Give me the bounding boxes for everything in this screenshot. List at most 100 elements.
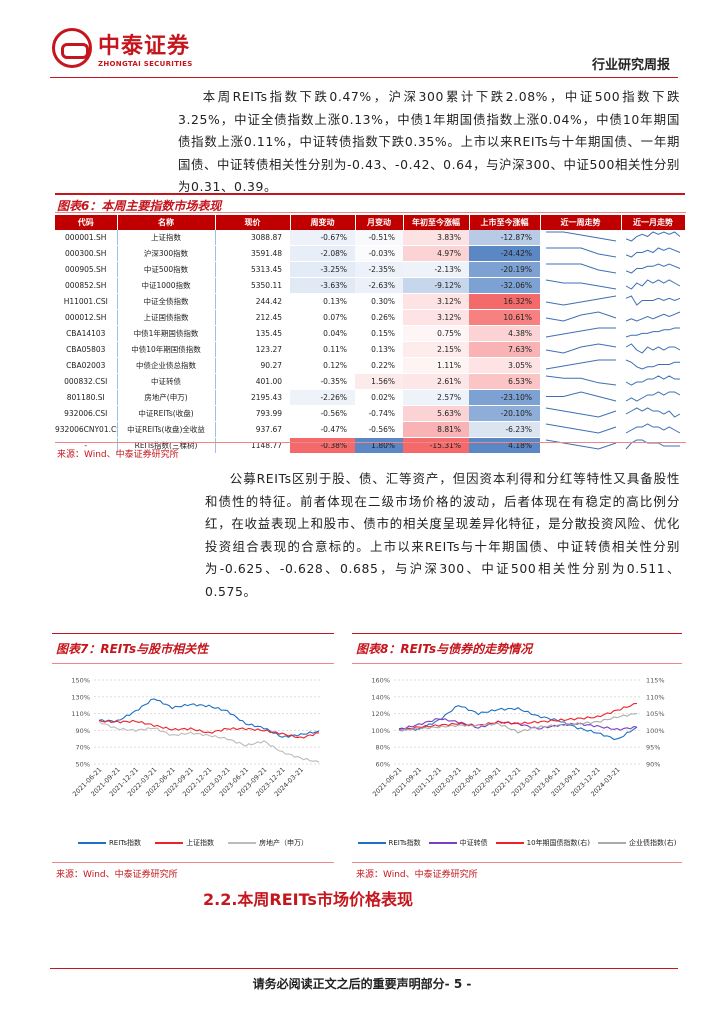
legend-label: REITs指数 — [388, 839, 421, 847]
name-cell: 房地产(申万) — [117, 389, 216, 406]
sparkline — [545, 231, 616, 242]
name-cell: 中证REITs(收盘)全收益 — [117, 421, 216, 438]
legend-swatch — [77, 842, 106, 844]
code-cell: CBA05803 — [55, 341, 118, 358]
ytd-change-cell: 4.97% — [403, 245, 469, 262]
table-row: 000832.CSI 中证转债 401.00 -0.35% 1.56% 2.61% 6.53… — [55, 373, 685, 390]
column-header: 代码 — [55, 215, 118, 230]
monthly-change-cell: -2.63% — [355, 277, 403, 294]
code-cell: 000852.SH — [55, 277, 118, 294]
monthly-change-cell: -0.03% — [355, 245, 403, 262]
monthly-trend-cell — [621, 261, 685, 278]
name-cell: REITs指数(三棵树) — [117, 437, 216, 454]
weekly-change-cell: 0.07% — [290, 309, 355, 326]
y2-tick-label: 105% — [646, 710, 665, 718]
monthly-change-cell: 1.56% — [355, 373, 403, 390]
monthly-change-cell: 0.26% — [355, 309, 403, 326]
legend-item: 房地产（申万） — [228, 838, 308, 848]
sparkline — [625, 231, 681, 242]
monthly-change-cell: 0.02% — [355, 389, 403, 406]
weekly-trend-cell — [540, 293, 621, 310]
divider — [55, 442, 686, 443]
index-performance-table: 代码 名称 现价 周变动 月变动 年初至今涨幅 上市至今涨幅 近一周走势 近一月走势 000001… — [55, 215, 686, 454]
weekly-sparkline — [545, 295, 616, 306]
ytd-change-cell: 0.75% — [403, 325, 469, 342]
divider — [55, 212, 686, 213]
logo-subtext: ZHONGTAI SECURITIES — [98, 60, 193, 68]
ytd-change-cell: -15.31% — [403, 437, 469, 454]
ytd-change-cell: -9.12% — [403, 277, 469, 294]
series-line — [398, 718, 638, 731]
monthly-change-cell: 0.15% — [355, 325, 403, 342]
sparkline — [625, 439, 680, 450]
code-cell: 000012.SH — [55, 309, 118, 326]
footer-divider — [50, 968, 678, 969]
legend-swatch — [495, 842, 524, 844]
weekly-trend-cell — [540, 277, 621, 294]
legend-label: 房地产（申万） — [259, 839, 309, 847]
weekly-trend-cell — [540, 405, 621, 422]
column-header: 周变动 — [290, 215, 356, 230]
since-listing-change-cell: -6.23% — [469, 421, 540, 438]
bond-trend-chart: 60% 80% 100% 120% 140% 160% 90% 95% 100% 105% 110%… — [371, 677, 665, 799]
weekly-sparkline — [545, 359, 616, 370]
weekly-change-cell: 0.04% — [290, 325, 355, 342]
sparkline — [625, 375, 680, 386]
table-row: 000905.SH 中证500指数 5313.45 -3.25% -2.35% -2.13… — [55, 261, 685, 278]
sparkline — [625, 279, 681, 290]
sparkline — [625, 311, 681, 322]
name-cell: 中证转债 — [117, 373, 216, 390]
price-cell: 5350.11 — [215, 277, 290, 294]
chart-legend: REITs指数 中证转债 10年期国债指数(右) 企业债指数(右) — [352, 838, 682, 848]
table-row: 801180.SI 房地产(申万) 2195.43 -2.26% 0.02% 2.57% -… — [55, 389, 685, 406]
table-row: 000300.SH 沪深300指数 3591.48 -2.08% -0.03% 4.97%… — [55, 245, 685, 262]
monthly-trend-cell — [621, 373, 685, 390]
weekly-trend-cell — [540, 421, 621, 438]
series-line — [398, 702, 638, 732]
figure-8-source: 来源：Wind、中泰证券研究所 — [356, 870, 478, 880]
since-listing-change-cell: -20.19% — [469, 261, 540, 278]
y2-tick-label: 110% — [646, 693, 665, 701]
since-listing-change-cell: 6.53% — [469, 373, 540, 390]
monthly-trend-cell — [621, 230, 685, 246]
monthly-trend-cell — [621, 277, 685, 294]
monthly-sparkline — [625, 343, 681, 354]
y-tick-label: 130% — [71, 693, 90, 701]
code-cell: 000300.SH — [55, 245, 118, 262]
code-cell: CBA02003 — [55, 357, 118, 374]
price-cell: 3088.87 — [215, 230, 290, 246]
since-listing-change-cell: -12.87% — [469, 230, 540, 246]
sparkline — [625, 391, 681, 402]
header-divider — [50, 77, 678, 78]
sparkline — [625, 407, 681, 418]
monthly-change-cell: 0.22% — [355, 357, 403, 374]
weekly-sparkline — [545, 407, 616, 418]
column-header: 近一月走势 — [621, 215, 686, 230]
monthly-trend-cell — [621, 325, 685, 342]
since-listing-change-cell: -23.10% — [469, 389, 540, 406]
weekly-sparkline — [545, 343, 616, 354]
paragraph-correlation: 公募REITs区别于股、债、汇等资产，但因资本利得和分红等特性又具备股性和债性的… — [205, 471, 680, 599]
legend-label: 10年期国债指数(右) — [526, 839, 591, 847]
code-cell: 000001.SH — [55, 230, 118, 246]
weekly-sparkline — [545, 263, 616, 274]
sparkline — [625, 423, 681, 434]
weekly-sparkline — [545, 375, 616, 386]
table-row: - REITs指数(三棵树) 1148.77 -0.38% 1.80% -15.31% 4.… — [55, 437, 685, 454]
legend-item: 中证转债 — [428, 838, 488, 848]
sparkline — [545, 247, 616, 258]
legend-swatch — [228, 842, 257, 844]
sparkline — [545, 423, 616, 434]
column-header: 现价 — [215, 215, 291, 230]
code-cell: 000832.CSI — [55, 373, 118, 390]
monthly-change-cell: -0.74% — [355, 405, 403, 422]
sparkline — [545, 407, 616, 418]
weekly-change-cell: -0.47% — [290, 421, 355, 438]
monthly-change-cell: 1.80% — [355, 437, 403, 454]
ytd-change-cell: 2.15% — [403, 341, 469, 358]
company-logo: 中泰证券 ZHONGTAI SECURITIES — [52, 28, 193, 68]
monthly-change-cell: -0.51% — [355, 230, 403, 246]
y-tick-label: 120% — [371, 710, 390, 718]
monthly-sparkline — [625, 391, 681, 402]
weekly-change-cell: -0.67% — [290, 230, 355, 246]
